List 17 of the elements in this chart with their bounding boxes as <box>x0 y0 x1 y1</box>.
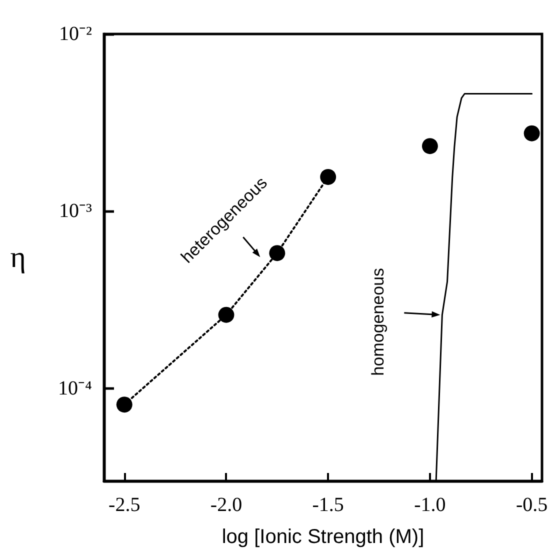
point <box>422 138 438 154</box>
annotation: homogeneous <box>368 268 388 376</box>
y-axis-title: η <box>10 241 26 274</box>
x-tick-label: -2.5 <box>108 494 140 516</box>
y-tick-label: 10⁻³ <box>59 200 92 222</box>
x-axis-title: log [Ionic Strength (M)] <box>222 526 424 548</box>
point <box>320 168 336 185</box>
point <box>218 306 234 323</box>
x-tick-label: -1.5 <box>312 494 344 516</box>
point <box>269 245 286 262</box>
y-tick-label: 10⁻⁴ <box>58 377 92 400</box>
point <box>116 396 132 413</box>
point <box>524 125 540 142</box>
y-tick-label: 10⁻² <box>59 23 92 45</box>
x-tick-label: -0.5 <box>516 494 548 516</box>
x-tick-label: -2.0 <box>210 494 242 516</box>
x-tick-label: -1.0 <box>414 494 446 516</box>
